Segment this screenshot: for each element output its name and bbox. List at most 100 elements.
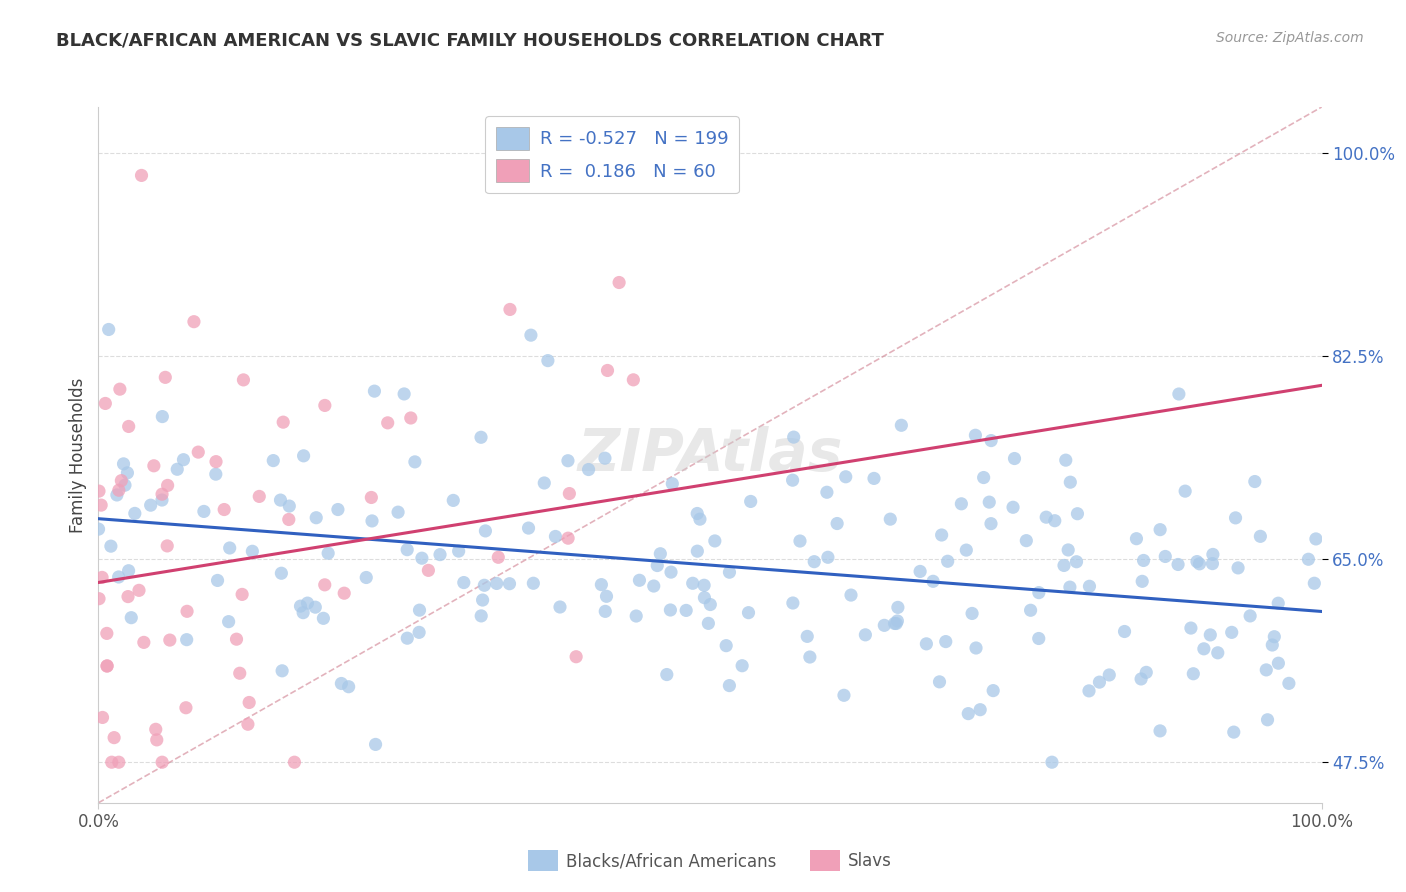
Point xyxy=(408,603,430,617)
Point xyxy=(292,449,315,463)
Point xyxy=(935,634,957,648)
Point xyxy=(87,484,110,499)
Point xyxy=(887,600,910,615)
Point xyxy=(193,504,215,518)
Point xyxy=(107,570,129,584)
Point xyxy=(558,486,581,500)
Point xyxy=(1261,638,1284,652)
Point xyxy=(238,696,260,710)
Point xyxy=(955,543,977,558)
Point xyxy=(1002,500,1025,515)
Point xyxy=(922,574,945,589)
Point xyxy=(269,493,291,508)
Point xyxy=(271,664,294,678)
Point xyxy=(936,554,959,568)
Point xyxy=(718,679,741,693)
Point xyxy=(817,550,839,565)
Point xyxy=(1088,675,1111,690)
Point xyxy=(1125,532,1147,546)
Point xyxy=(364,738,387,752)
Point xyxy=(839,588,862,602)
Point xyxy=(520,328,543,343)
Point xyxy=(980,516,1002,531)
Point xyxy=(1028,585,1050,599)
Point xyxy=(1078,579,1101,593)
Point xyxy=(176,632,198,647)
Point xyxy=(290,599,312,614)
Point xyxy=(114,478,136,492)
Point xyxy=(150,755,173,769)
Point xyxy=(886,614,908,628)
Point xyxy=(659,603,682,617)
Point xyxy=(499,302,522,317)
Point xyxy=(399,411,422,425)
Point xyxy=(1114,624,1136,639)
Point xyxy=(225,632,247,647)
Point xyxy=(624,609,647,624)
Point xyxy=(686,507,709,521)
Point xyxy=(796,629,818,643)
Point xyxy=(150,409,173,424)
Point xyxy=(557,454,579,468)
Point xyxy=(470,430,492,444)
Point xyxy=(337,680,360,694)
Point xyxy=(150,493,173,508)
Point xyxy=(474,524,496,538)
Point xyxy=(782,596,804,610)
Point xyxy=(686,544,709,558)
Point xyxy=(1188,557,1211,571)
Point xyxy=(103,731,125,745)
Point xyxy=(1054,453,1077,467)
Point xyxy=(950,497,973,511)
Point xyxy=(1298,552,1320,566)
Point xyxy=(737,606,759,620)
Point xyxy=(131,169,153,183)
Point xyxy=(110,474,132,488)
Point xyxy=(973,470,995,484)
Point xyxy=(363,384,385,399)
Point xyxy=(142,458,165,473)
Point xyxy=(472,578,495,592)
Point xyxy=(292,606,315,620)
Point xyxy=(965,428,987,442)
Point xyxy=(91,710,114,724)
Point xyxy=(1257,713,1279,727)
Point xyxy=(675,603,697,617)
Point xyxy=(156,478,179,492)
Point xyxy=(1243,475,1265,489)
Point xyxy=(1059,475,1081,490)
Point xyxy=(537,353,560,368)
Point xyxy=(498,576,520,591)
Point xyxy=(1180,621,1202,635)
Point xyxy=(278,499,301,513)
Point xyxy=(97,322,120,336)
Point xyxy=(139,498,162,512)
Point xyxy=(124,507,146,521)
Point xyxy=(1066,555,1088,569)
Point xyxy=(159,633,181,648)
Point xyxy=(693,591,716,605)
Text: BLACK/AFRICAN AMERICAN VS SLAVIC FAMILY HOUSEHOLDS CORRELATION CHART: BLACK/AFRICAN AMERICAN VS SLAVIC FAMILY … xyxy=(56,31,884,49)
Point xyxy=(471,593,494,607)
Point xyxy=(689,512,711,526)
Point xyxy=(172,452,194,467)
Point xyxy=(150,487,173,501)
Point xyxy=(120,610,142,624)
Point xyxy=(714,639,737,653)
Point xyxy=(360,491,382,505)
Point xyxy=(145,723,167,737)
Point xyxy=(693,578,716,592)
Point xyxy=(883,616,905,631)
Point xyxy=(853,628,876,642)
Point xyxy=(87,591,110,606)
Point xyxy=(1130,574,1153,589)
Point xyxy=(578,462,600,476)
Point xyxy=(799,650,821,665)
Point xyxy=(240,544,263,558)
Point xyxy=(429,548,451,562)
Point xyxy=(835,469,858,483)
Point xyxy=(236,717,259,731)
Point xyxy=(890,418,912,433)
Point xyxy=(1256,663,1278,677)
Point xyxy=(247,490,270,504)
